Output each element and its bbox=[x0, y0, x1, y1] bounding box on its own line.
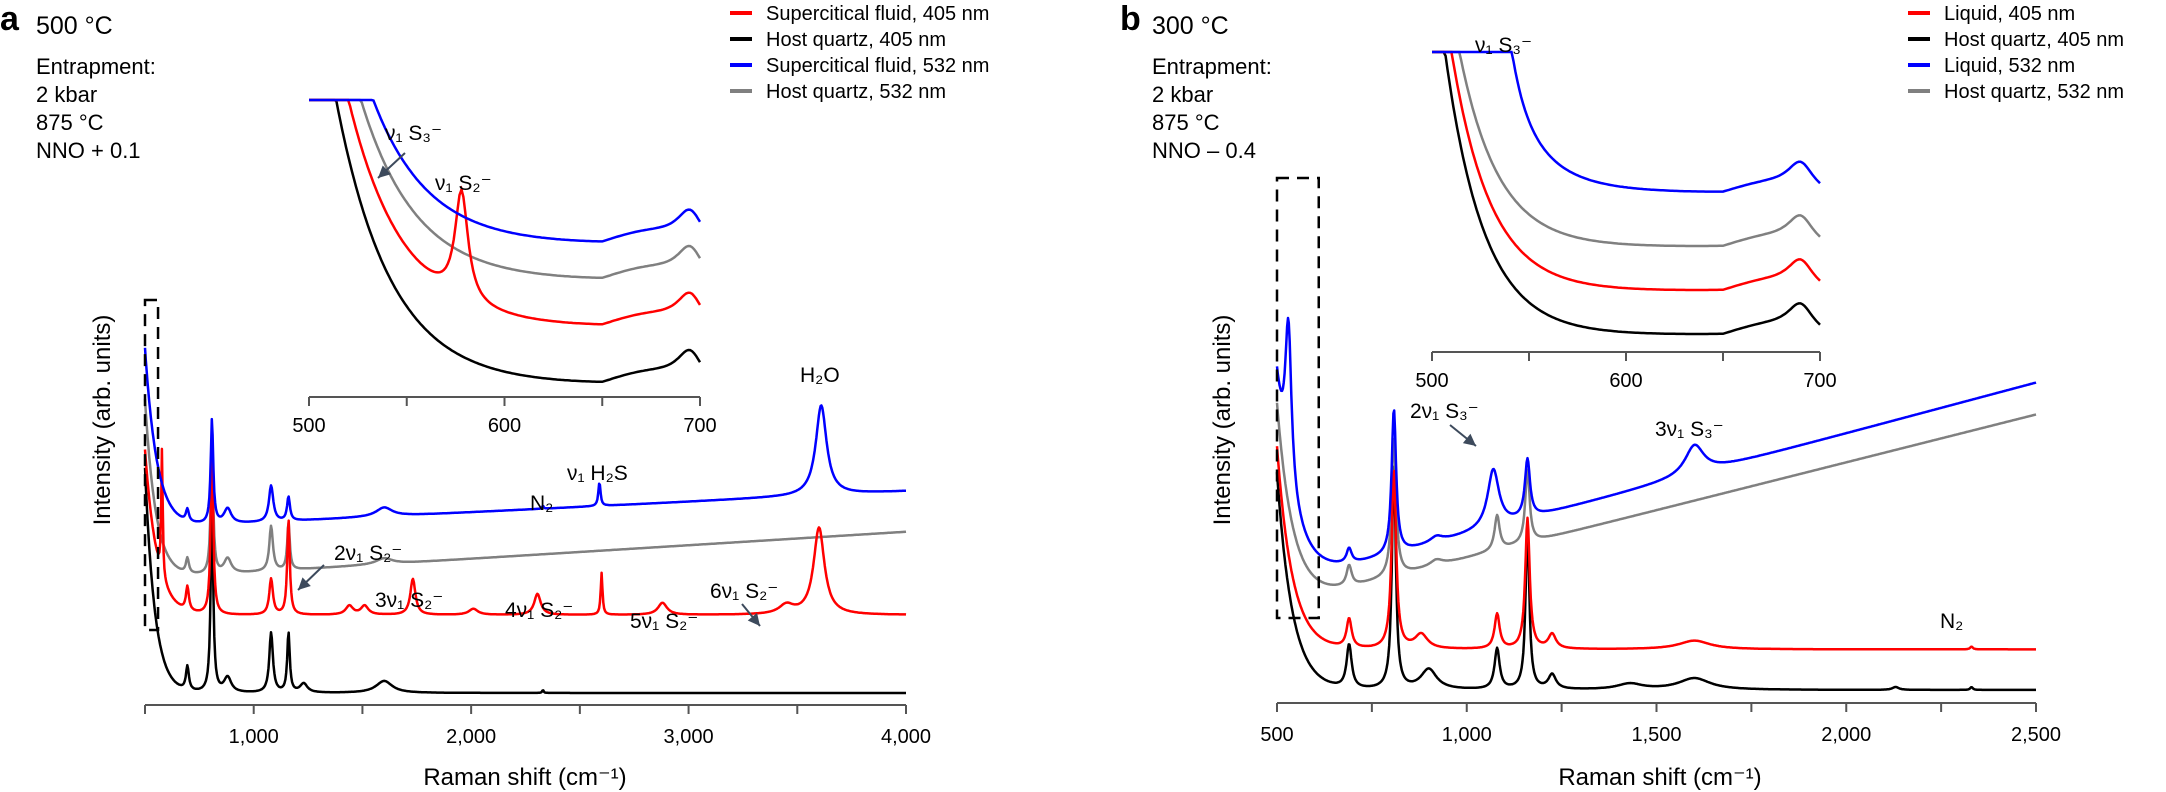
panel-b-ylabel: Intensity (arb. units) bbox=[1209, 315, 1236, 526]
annotation-2v1-s2: 2ν₁ S₂⁻ bbox=[334, 542, 402, 565]
panel-b-condition-2: 875 °C bbox=[1152, 110, 1220, 135]
annotation-2v1-s3: 2ν₁ S₃⁻ bbox=[1410, 400, 1479, 423]
annotation-arrowhead bbox=[298, 577, 311, 590]
inset-x-tick-label: 500 bbox=[292, 415, 325, 437]
annotation-3v1-s2: 3ν₁ S₂⁻ bbox=[375, 589, 443, 612]
panel-b-annotations: 2ν₁ S₃⁻ 3ν₁ S₃⁻ N₂ ν₁ S₃⁻ bbox=[1410, 34, 1963, 633]
series-line-host-quartz-405-nm bbox=[143, 467, 907, 695]
panel-b-x-axis: 500 1,000 1,500 2,000 2,500 bbox=[1260, 702, 2061, 746]
series-line-supercitical-fluid-532-nm bbox=[143, 347, 907, 523]
inset-series-line bbox=[309, 98, 702, 280]
panel-a-series bbox=[143, 298, 907, 695]
inset-x-tick-label: 700 bbox=[683, 415, 716, 437]
legend-label: Host quartz, 532 nm bbox=[766, 81, 946, 103]
panel-b-condition-0: Entrapment: bbox=[1152, 54, 1272, 79]
legend-label: Liquid, 405 nm bbox=[1944, 3, 2075, 25]
panel-a-title: 500 °C bbox=[36, 12, 113, 40]
legend-label: Host quartz, 405 nm bbox=[766, 29, 946, 51]
inset-x-tick-label: 600 bbox=[488, 415, 521, 437]
panel-a-xlabel: Raman shift (cm⁻¹) bbox=[423, 764, 626, 791]
annotation-4v1-s2: 4ν₁ S₂⁻ bbox=[505, 599, 573, 622]
panel-a-letter: a bbox=[0, 0, 20, 38]
zoom-region-box bbox=[1275, 176, 1320, 620]
panel-a-condition-3: NNO + 0.1 bbox=[36, 138, 141, 163]
legend-label: Host quartz, 532 nm bbox=[1944, 81, 2124, 103]
panel-b-legend: Liquid, 405 nm Host quartz, 405 nm Liquid,… bbox=[1908, 3, 2124, 103]
inset-annotation-v1-s3: ν₁ S₃⁻ bbox=[1475, 34, 1532, 57]
inset-series-line bbox=[309, 98, 702, 243]
annotation-arrowhead bbox=[1462, 433, 1476, 446]
x-tick-label: 1,000 bbox=[229, 726, 279, 748]
panel-a-legend: Supercitical fluid, 405 nm Host quartz, 4… bbox=[730, 3, 989, 103]
inset-series-line bbox=[1432, 50, 1821, 193]
zoom-region-box bbox=[143, 298, 160, 632]
inset-series-line bbox=[1432, 50, 1821, 336]
panel-b: b 300 °C Entrapment: 2 kbar 875 °C NNO –… bbox=[1120, 0, 2124, 791]
series-line-supercitical-fluid-405-nm bbox=[143, 447, 907, 616]
x-tick-label: 4,000 bbox=[881, 726, 931, 748]
series-line-liquid-532-nm bbox=[1275, 316, 2037, 563]
panel-b-series bbox=[1275, 176, 2037, 692]
panel-a-condition-0: Entrapment: bbox=[36, 54, 156, 79]
inset-x-tick-label: 700 bbox=[1803, 370, 1836, 392]
inset-x-tick-label: 500 bbox=[1415, 370, 1448, 392]
legend-label: Host quartz, 405 nm bbox=[1944, 29, 2124, 51]
x-tick-label: 500 bbox=[1260, 724, 1293, 746]
legend-label: Supercitical fluid, 405 nm bbox=[766, 3, 989, 25]
x-tick-label: 2,500 bbox=[2011, 724, 2061, 746]
annotation-n2: N₂ bbox=[1940, 610, 1963, 633]
annotation-n2: N₂ bbox=[530, 492, 553, 515]
inset-series-line bbox=[309, 98, 702, 384]
x-tick-label: 1,500 bbox=[1631, 724, 1681, 746]
annotation-h2o: H₂O bbox=[800, 364, 840, 387]
series-line-host-quartz-532-nm bbox=[143, 398, 907, 574]
panel-a-inset: 500 600 700 bbox=[292, 98, 717, 437]
series-line-host-quartz-532-nm bbox=[1275, 402, 2037, 586]
annotation-6v1-s2: 6ν₁ S₂⁻ bbox=[710, 580, 778, 603]
series-line-liquid-405-nm bbox=[1275, 446, 2037, 651]
series-line-host-quartz-405-nm bbox=[1275, 465, 2037, 692]
annotation-arrowhead bbox=[747, 612, 760, 626]
x-tick-label: 1,000 bbox=[1442, 724, 1492, 746]
panel-a-x-axis: 1,000 2,000 3,000 4,000 bbox=[144, 704, 931, 748]
x-tick-label: 2,000 bbox=[1821, 724, 1871, 746]
panel-b-condition-3: NNO – 0.4 bbox=[1152, 138, 1256, 163]
inset-series-line bbox=[1432, 50, 1821, 248]
legend-label: Liquid, 532 nm bbox=[1944, 55, 2075, 77]
panel-b-inset: 500 600 700 bbox=[1415, 50, 1837, 392]
inset-series-line bbox=[1432, 50, 1821, 292]
annotation-arrowhead bbox=[378, 165, 391, 178]
panel-a: a 500 °C Entrapment: 2 kbar 875 °C NNO +… bbox=[0, 0, 989, 791]
panel-a-ylabel: Intensity (arb. units) bbox=[89, 315, 116, 526]
annotation-5v1-s2: 5ν₁ S₂⁻ bbox=[630, 610, 698, 633]
panel-a-annotations: H₂O ν₁ H₂S N₂ 2ν₁ S₂⁻ 3ν₁ S₂⁻ 4ν₁ S₂⁻ 5ν₁ S₂⁻ 6… bbox=[297, 122, 840, 633]
panel-b-condition-1: 2 kbar bbox=[1152, 82, 1213, 107]
annotation-v1-h2s: ν₁ H₂S bbox=[567, 462, 628, 485]
panel-b-letter: b bbox=[1120, 0, 1141, 38]
x-tick-label: 2,000 bbox=[446, 726, 496, 748]
legend-label: Supercitical fluid, 532 nm bbox=[766, 55, 989, 77]
inset-series-line bbox=[309, 98, 702, 326]
inset-x-tick-label: 600 bbox=[1609, 370, 1642, 392]
inset-annotation-v1-s2: ν₁ S₂⁻ bbox=[435, 172, 492, 195]
panel-a-condition-2: 875 °C bbox=[36, 110, 104, 135]
inset-annotation-v1-s3: ν₁ S₃⁻ bbox=[385, 122, 442, 145]
panel-b-xlabel: Raman shift (cm⁻¹) bbox=[1558, 764, 1761, 791]
annotation-3v1-s3: 3ν₁ S₃⁻ bbox=[1655, 418, 1724, 441]
panel-b-title: 300 °C bbox=[1152, 12, 1229, 40]
panel-a-condition-1: 2 kbar bbox=[36, 82, 97, 107]
x-tick-label: 3,000 bbox=[664, 726, 714, 748]
